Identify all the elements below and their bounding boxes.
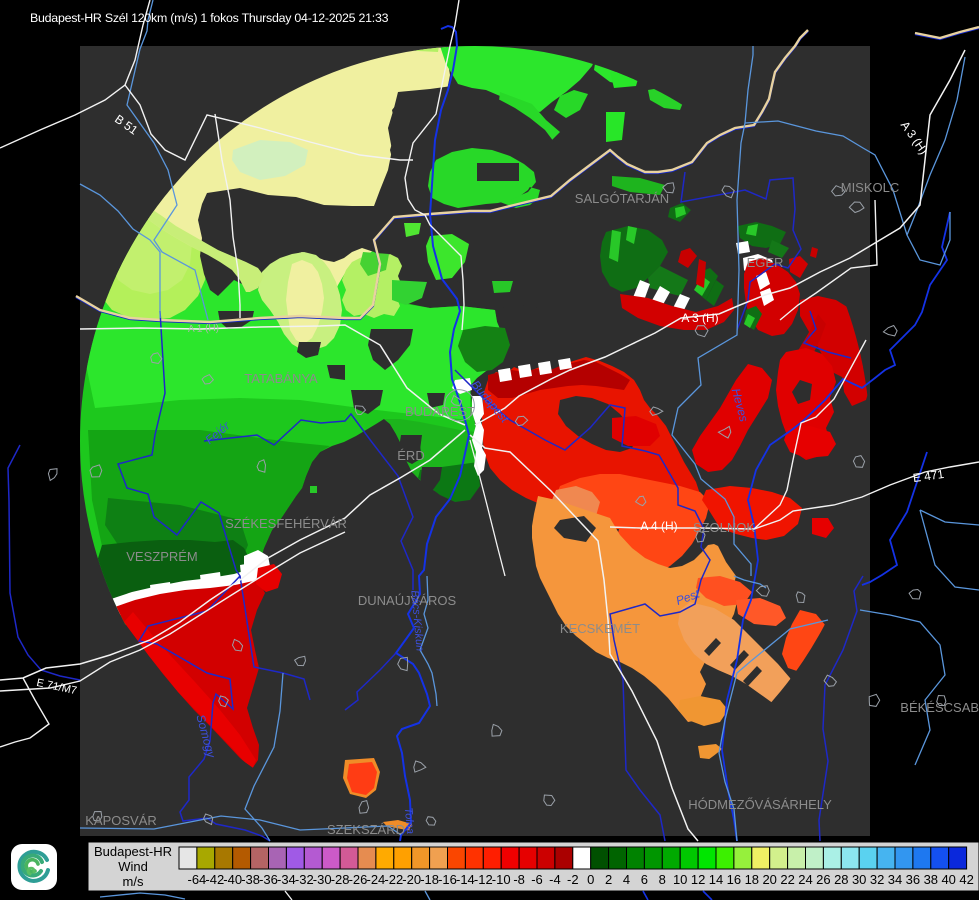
svg-text:-6: -6: [531, 872, 543, 887]
svg-text:4: 4: [623, 872, 630, 887]
svg-text:-36: -36: [259, 872, 278, 887]
svg-text:SZEKSZÁRD: SZEKSZÁRD: [327, 822, 405, 837]
svg-text:-10: -10: [492, 872, 511, 887]
svg-text:-26: -26: [349, 872, 368, 887]
svg-text:-28: -28: [331, 872, 350, 887]
svg-text:12: 12: [691, 872, 705, 887]
svg-text:34: 34: [888, 872, 902, 887]
svg-text:32: 32: [870, 872, 884, 887]
svg-text:-22: -22: [384, 872, 403, 887]
svg-text:10: 10: [673, 872, 687, 887]
svg-text:-16: -16: [438, 872, 457, 887]
svg-text:Budapest-HR Szél 120km (m/s) 1: Budapest-HR Szél 120km (m/s) 1 fokos Thu…: [30, 11, 389, 25]
svg-text:KAPOSVÁR: KAPOSVÁR: [85, 813, 157, 828]
svg-text:18: 18: [745, 872, 759, 887]
svg-text:MISKOLC: MISKOLC: [841, 180, 900, 195]
svg-text:ÉRD: ÉRD: [397, 448, 424, 463]
svg-text:SZOLNOK: SZOLNOK: [693, 520, 755, 535]
svg-text:BUDAPEST: BUDAPEST: [405, 404, 475, 419]
svg-text:Tolna: Tolna: [402, 807, 416, 834]
svg-text:24: 24: [798, 872, 812, 887]
svg-text:-12: -12: [474, 872, 493, 887]
svg-text:-64: -64: [188, 872, 207, 887]
svg-text:EGER: EGER: [747, 255, 784, 270]
svg-text:A 4 (H): A 4 (H): [640, 519, 677, 533]
svg-text:E 471: E 471: [912, 467, 945, 485]
svg-text:30: 30: [852, 872, 866, 887]
svg-text:A 1 (H): A 1 (H): [188, 323, 219, 335]
svg-text:-20: -20: [402, 872, 421, 887]
svg-text:42: 42: [959, 872, 973, 887]
svg-text:Bács-Kiskun: Bács-Kiskun: [408, 590, 425, 652]
svg-text:22: 22: [780, 872, 794, 887]
svg-text:26: 26: [816, 872, 830, 887]
svg-text:-32: -32: [295, 872, 314, 887]
svg-text:-40: -40: [223, 872, 242, 887]
svg-text:KECSKEMÉT: KECSKEMÉT: [560, 621, 640, 636]
svg-text:36: 36: [906, 872, 920, 887]
svg-text:SALGÓTARJÁN: SALGÓTARJÁN: [575, 191, 669, 206]
svg-text:20: 20: [762, 872, 776, 887]
svg-text:-2: -2: [567, 872, 579, 887]
svg-text:SZÉKESFEHÉRVÁR: SZÉKESFEHÉRVÁR: [225, 516, 347, 531]
svg-text:-4: -4: [549, 872, 561, 887]
svg-text:-14: -14: [456, 872, 475, 887]
svg-text:-8: -8: [513, 872, 525, 887]
svg-text:BÉKÉSCSABA: BÉKÉSCSABA: [900, 700, 979, 715]
svg-text:Wind: Wind: [118, 859, 148, 874]
svg-text:DUNAÚJVÁROS: DUNAÚJVÁROS: [358, 593, 457, 608]
svg-text:8: 8: [659, 872, 666, 887]
svg-text:m/s: m/s: [123, 874, 144, 889]
svg-text:HÓDMEZŐVÁSÁRHELY: HÓDMEZŐVÁSÁRHELY: [688, 797, 832, 812]
svg-text:-42: -42: [205, 872, 224, 887]
svg-text:6: 6: [641, 872, 648, 887]
svg-text:14: 14: [709, 872, 723, 887]
svg-text:TATABÁNYA: TATABÁNYA: [244, 371, 318, 386]
svg-text:0: 0: [587, 872, 594, 887]
svg-text:16: 16: [727, 872, 741, 887]
svg-text:-18: -18: [420, 872, 439, 887]
svg-text:-34: -34: [277, 872, 296, 887]
svg-text:40: 40: [941, 872, 955, 887]
svg-text:38: 38: [924, 872, 938, 887]
svg-text:A 3 (H): A 3 (H): [681, 311, 718, 325]
svg-text:28: 28: [834, 872, 848, 887]
svg-text:-24: -24: [367, 872, 386, 887]
svg-text:2: 2: [605, 872, 612, 887]
svg-text:-38: -38: [241, 872, 260, 887]
svg-text:-30: -30: [313, 872, 332, 887]
svg-text:VESZPRÉM: VESZPRÉM: [126, 549, 198, 564]
svg-text:Budapest-HR: Budapest-HR: [94, 844, 172, 859]
